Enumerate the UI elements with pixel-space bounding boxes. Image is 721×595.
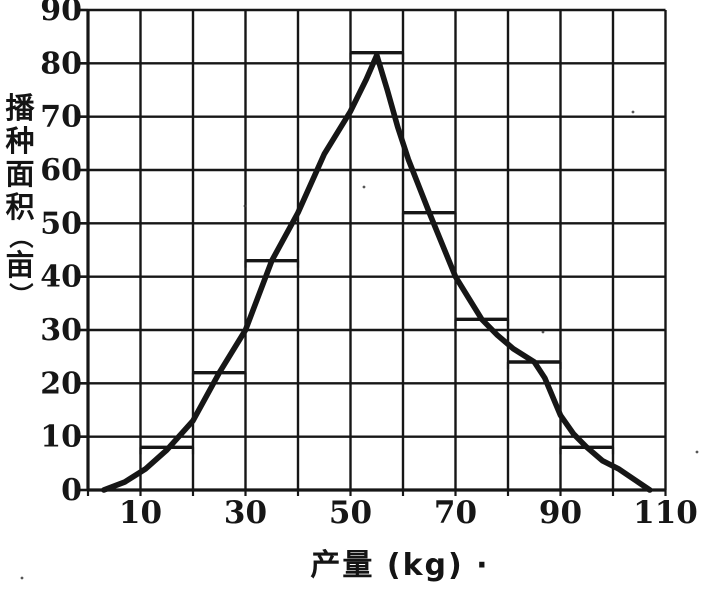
noise-speck [362, 185, 366, 189]
y-axis-title-char: 播 [5, 91, 35, 125]
y-tick-label: 60 [40, 153, 82, 188]
noise-speck [695, 450, 699, 454]
y-tick-label: 30 [40, 313, 82, 348]
x-tick-label: 110 [633, 495, 698, 531]
x-tick-label: 30 [224, 495, 267, 531]
x-tick-label: 50 [329, 495, 372, 531]
x-axis-title: 产量 (kg) · [310, 548, 490, 583]
frequency-curve [101, 52, 653, 493]
y-tick-label: 0 [61, 473, 82, 508]
x-tick-label: 90 [539, 495, 582, 531]
noise-speck [243, 204, 247, 208]
y-tick-label: 40 [40, 260, 82, 295]
x-tick-label: 70 [434, 495, 477, 531]
y-axis-title-char: （ [6, 224, 35, 249]
y-tick-label: 20 [40, 366, 82, 401]
y-axis-title-char: ） [6, 282, 35, 307]
y-tick-label: 90 [40, 0, 82, 28]
noise-speck [20, 576, 24, 580]
y-axis-title-char: 种 [5, 124, 35, 158]
y-axis-title-char: 积 [5, 190, 35, 224]
y-tick-label: 10 [40, 420, 82, 455]
noise-speck [541, 330, 545, 334]
y-tick-label: 70 [40, 100, 82, 135]
y-tick-label: 80 [40, 46, 82, 81]
y-axis-title: 播种面积（亩） [1, 92, 39, 307]
y-axis-title-char: 亩 [5, 248, 35, 282]
x-tick-label: 10 [119, 495, 162, 531]
y-tick-label: 50 [40, 206, 82, 241]
y-axis-title-char: 面 [5, 157, 35, 191]
noise-speck [631, 110, 635, 114]
